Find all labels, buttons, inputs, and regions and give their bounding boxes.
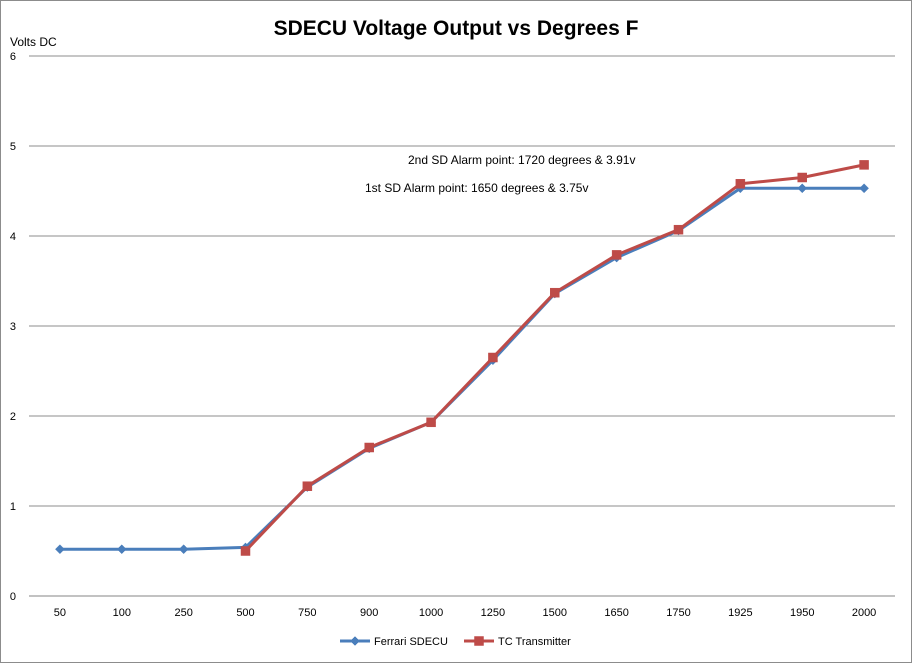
data-point [178,544,189,555]
x-tick-label: 1750 [666,607,690,619]
chart-title: SDECU Voltage Output vs Degrees F [274,17,639,40]
data-point [488,352,498,363]
annotation-1st-alarm: 1st SD Alarm point: 1650 degrees & 3.75v [365,181,588,195]
y-axis-label: Volts DC [10,35,57,49]
x-tick-label: 500 [236,607,254,619]
x-tick-label: 1650 [604,607,628,619]
x-tick-labels: 50 100 250 500 750 900 1000 1250 1500 1650 1750 192… [54,607,877,619]
series-layer [55,160,869,556]
y-tick-label: 3 [10,321,16,333]
data-point [364,442,374,453]
x-tick-label: 1250 [481,607,505,619]
legend-marker [350,636,360,646]
legend-label: Ferrari SDECU [374,636,448,648]
data-point [550,287,560,298]
data-point [673,224,684,235]
data-point [240,546,251,556]
y-tick-label: 5 [10,141,16,153]
x-tick-label: 1950 [790,607,814,619]
y-tick-label: 2 [10,411,16,423]
gridlines [29,55,895,597]
annotation-2nd-alarm: 2nd SD Alarm point: 1720 degrees & 3.91v [408,153,635,167]
series-1 [240,160,869,556]
y-tick-label: 0 [10,591,16,603]
x-tick-label: 900 [360,607,378,619]
x-tick-label: 100 [113,607,131,619]
data-point [797,183,808,194]
x-tick-label: 50 [54,607,66,619]
data-point [426,417,436,428]
series-line [244,163,865,553]
x-tick-label: 750 [298,607,316,619]
y-tick-label: 6 [10,51,16,63]
legend: Ferrari SDECU TC Transmitter [340,636,571,648]
data-point [797,172,807,183]
series-0 [55,183,869,555]
y-tick-labels: 0 1 2 3 4 5 6 [10,51,16,603]
x-tick-label: 2000 [852,607,876,619]
y-tick-label: 1 [10,501,16,513]
data-point [859,160,869,170]
data-point [735,179,746,189]
data-point [859,183,869,194]
legend-marker [474,636,484,646]
x-tick-label: 1925 [728,607,752,619]
x-tick-label: 1500 [543,607,567,619]
data-point [116,544,127,555]
data-point [611,250,622,260]
x-tick-label: 250 [174,607,192,619]
y-tick-label: 4 [10,231,16,243]
series-line [59,186,865,551]
data-point [302,481,313,491]
x-tick-label: 1000 [419,607,443,619]
legend-label: TC Transmitter [498,636,571,648]
data-point [55,544,65,555]
